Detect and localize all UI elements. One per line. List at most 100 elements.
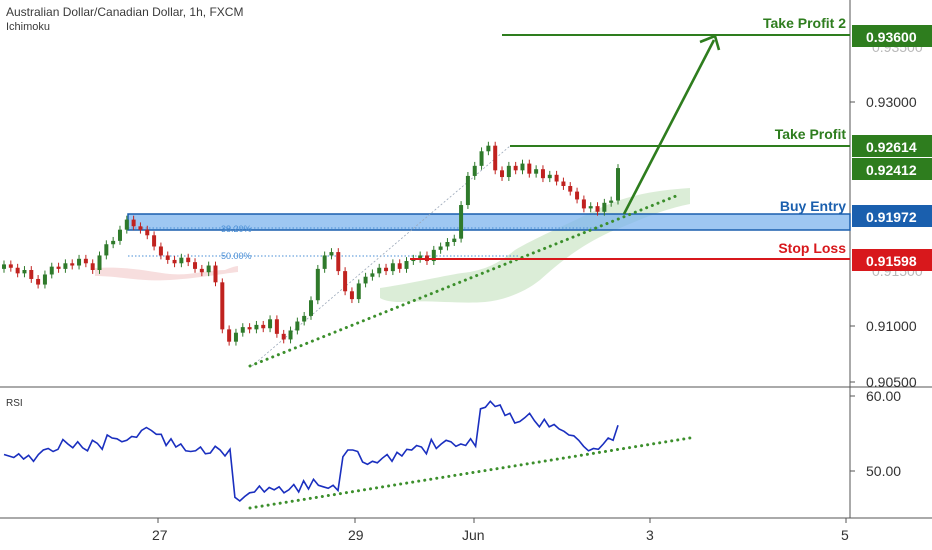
tag-bg <box>852 158 932 180</box>
price-tag-take-profit-2: 0.93600 <box>852 25 932 47</box>
candle-down <box>493 145 498 171</box>
arrow-head <box>699 34 721 51</box>
candle-up <box>418 255 423 259</box>
tag-value: 0.91972 <box>866 209 917 225</box>
x-tick-label: 3 <box>646 527 654 543</box>
candle-down <box>8 264 13 268</box>
candle-up <box>465 175 470 206</box>
candle-up <box>506 165 511 178</box>
candle-up <box>124 219 129 230</box>
candle-down <box>575 191 580 200</box>
candle-down <box>513 165 518 171</box>
price-tag-take-profit: 0.92614 <box>852 135 932 157</box>
candle-up <box>438 246 443 250</box>
candle-up <box>233 332 238 342</box>
candle-down <box>343 271 348 292</box>
fib-382-label: 38.20% <box>221 224 252 234</box>
candle-down <box>158 246 163 256</box>
candle-up <box>459 205 464 239</box>
rsi-tick-label: 60.00 <box>866 388 901 404</box>
candle-down <box>595 206 600 212</box>
x-tick-label: 27 <box>152 527 168 543</box>
x-tick-label: Jun <box>462 527 485 543</box>
stop-loss-label: Stop Loss <box>778 240 846 256</box>
candle-up <box>22 270 27 274</box>
indicator-label: Ichimoku <box>6 21 50 33</box>
candle-up <box>302 315 307 322</box>
candle-up <box>288 330 293 340</box>
tag-bg <box>852 135 932 157</box>
candle-down <box>193 262 198 269</box>
candle-down <box>131 219 136 227</box>
candle-down <box>540 169 545 179</box>
candle-up <box>49 266 54 275</box>
candle-up <box>295 321 300 331</box>
candle-up <box>445 242 450 247</box>
candle-up <box>206 265 211 273</box>
candle-down <box>70 263 75 266</box>
candle-up <box>309 300 313 316</box>
candle-down <box>581 199 586 209</box>
price-tag-current: 0.92412 <box>852 158 932 180</box>
candle-down <box>186 257 191 263</box>
candle-up <box>268 319 273 329</box>
candle-up <box>315 268 320 301</box>
candle-down <box>247 327 252 330</box>
fib-500-label: 50.00% <box>221 251 252 261</box>
candle-down <box>397 263 402 269</box>
candle-up <box>452 238 457 242</box>
buy-entry-label: Buy Entry <box>780 198 846 214</box>
candle-down <box>220 282 225 330</box>
candle-down <box>384 267 389 272</box>
candle-up <box>588 206 593 209</box>
x-tick-label: 5 <box>841 527 849 543</box>
tag-bg <box>852 205 932 227</box>
candle-down <box>213 265 218 283</box>
projection-arrow <box>622 34 721 215</box>
tag-value: 0.92614 <box>866 139 917 155</box>
ichimoku-cloud <box>95 188 690 303</box>
candle-up <box>534 169 539 174</box>
candle-down <box>152 235 157 247</box>
y-tick-label: 0.90500 <box>866 374 917 390</box>
candle-up <box>390 263 395 272</box>
candle-down <box>527 163 532 174</box>
candle-down <box>90 263 95 270</box>
time-axis-ticks: 27 29 Jun 3 5 <box>152 518 849 543</box>
candle-up <box>377 267 382 274</box>
take-profit-label: Take Profit <box>775 126 847 142</box>
y-tick-label: 0.93000 <box>866 94 917 110</box>
candle-down <box>349 291 354 300</box>
candle-down <box>336 252 341 272</box>
candle-up <box>520 163 525 171</box>
candle-up <box>104 244 109 256</box>
rsi-panel-title: RSI <box>6 398 23 409</box>
candle-up <box>404 261 409 269</box>
chart-title: Australian Dollar/Canadian Dollar, 1h, F… <box>6 5 243 19</box>
take-profit-2-label: Take Profit 2 <box>763 15 846 31</box>
candle-up <box>322 255 327 269</box>
candle-down <box>138 226 143 230</box>
price-candles <box>2 141 620 346</box>
tag-value: 0.91598 <box>866 253 917 269</box>
candle-up <box>616 168 620 201</box>
candle-up <box>240 327 245 333</box>
candle-up <box>602 202 607 212</box>
candle-up <box>609 200 614 203</box>
candle-down <box>172 259 177 264</box>
candle-down <box>199 268 204 273</box>
rsi-axis-ticks: 60.00 50.00 <box>850 388 901 479</box>
candle-up <box>486 145 491 152</box>
tag-value: 0.92412 <box>866 162 917 178</box>
candle-up <box>77 258 82 266</box>
candle-down <box>554 174 559 182</box>
candle-down <box>29 270 34 279</box>
price-tag-stop-loss: 0.91598 <box>852 249 932 271</box>
candle-up <box>97 255 102 270</box>
y-tick-label: 0.91000 <box>866 318 917 334</box>
candle-down <box>15 267 20 274</box>
candle-up <box>547 174 552 179</box>
candle-up <box>42 274 47 285</box>
candle-down <box>561 181 566 186</box>
